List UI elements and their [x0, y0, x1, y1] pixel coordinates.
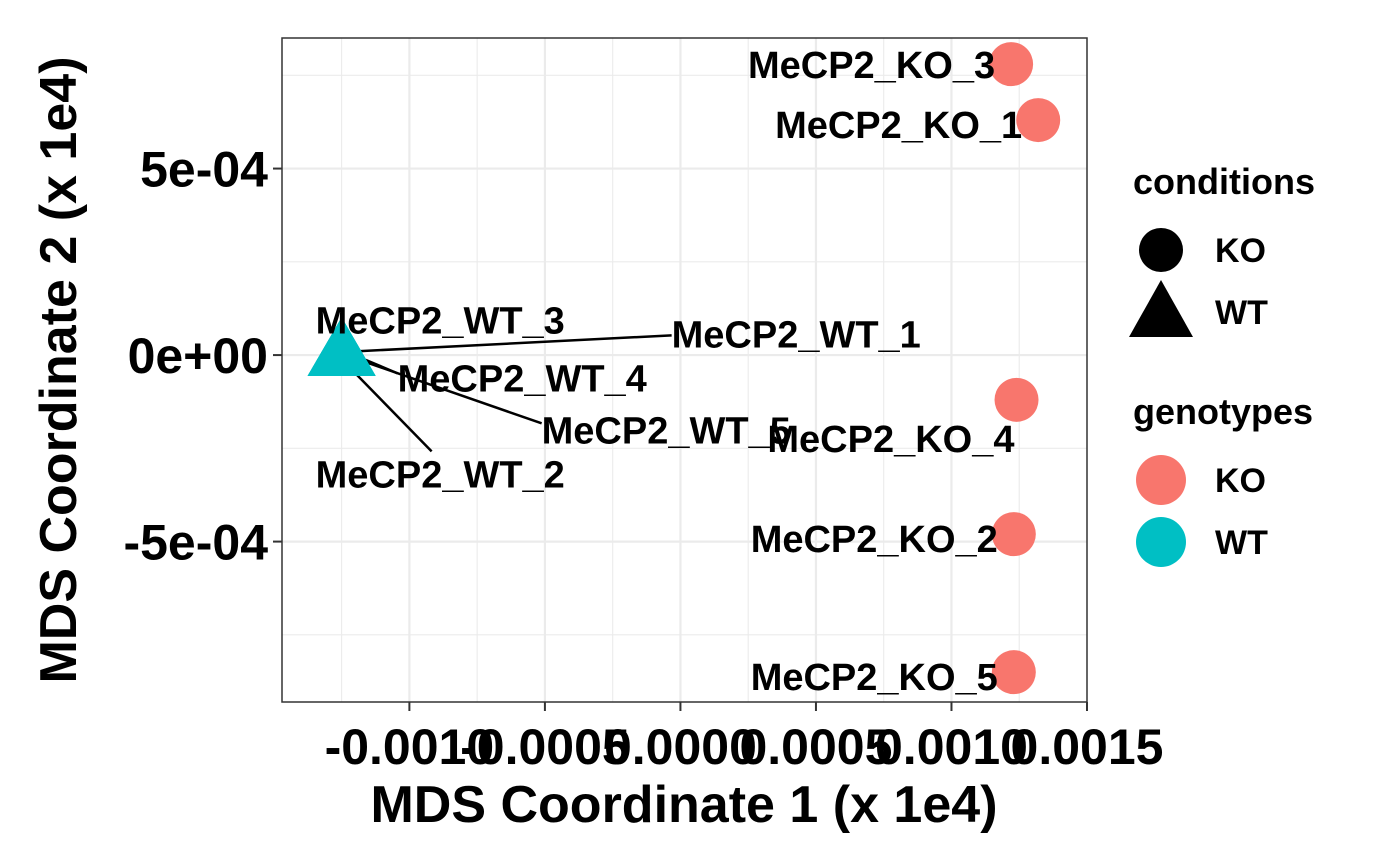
legend-title: genotypes — [1133, 391, 1313, 432]
point-label: MeCP2_WT_1 — [672, 314, 921, 356]
legend-title: conditions — [1133, 161, 1315, 202]
point-label: MeCP2_KO_2 — [751, 519, 998, 561]
legend-key-triangle — [1129, 280, 1193, 337]
data-point-circle — [989, 42, 1034, 87]
legend: conditions KO WT genotypes KO WT — [1129, 161, 1315, 567]
data-point-circle — [991, 512, 1036, 557]
data-points — [307, 42, 1061, 695]
point-label: MeCP2_KO_1 — [775, 105, 1022, 147]
legend-item-label: WT — [1215, 294, 1268, 332]
label-leader-line — [355, 334, 672, 353]
x-tick-label: 0.0010 — [875, 719, 1028, 775]
y-tick-label: -5e-04 — [123, 515, 268, 571]
legend-key-circle — [1139, 228, 1183, 272]
label-leader-line — [357, 358, 543, 425]
data-point-triangle — [307, 317, 376, 376]
data-point-circle — [994, 377, 1039, 422]
y-axis-title: MDS Coordinate 2 (x 1e4) — [30, 56, 88, 683]
x-tick-label: 0.0005 — [739, 719, 892, 775]
y-tick-label: 5e-04 — [140, 142, 268, 198]
point-label: MeCP2_WT_2 — [316, 454, 565, 496]
x-axis-title: MDS Coordinate 1 (x 1e4) — [370, 776, 997, 834]
x-tick-label: -0.0005 — [460, 719, 630, 775]
point-label: MeCP2_KO_4 — [767, 419, 1014, 461]
legend-key-color — [1136, 455, 1186, 505]
label-leader-line — [344, 362, 433, 453]
point-label: MeCP2_WT_5 — [542, 410, 791, 452]
x-tick-label: -0.0010 — [325, 719, 495, 775]
point-labels: MeCP2_KO_3 MeCP2_KO_1 MeCP2_KO_4 MeCP2_KO_2… — [316, 45, 1023, 699]
grid-minor — [282, 38, 1087, 702]
point-label: MeCP2_WT_4 — [398, 358, 647, 400]
x-tick-label: 0.0015 — [1011, 719, 1164, 775]
x-tick-label: 0.0000 — [604, 719, 757, 775]
plot-panel-border — [281, 37, 1088, 703]
point-label: MeCP2_WT_3 — [316, 300, 565, 342]
grid-major — [282, 38, 1087, 702]
data-point-circle — [1016, 98, 1061, 143]
plot-panel-background — [282, 38, 1087, 702]
y-axis-ticks: 5e-04 0e+00 -5e-04 — [123, 142, 282, 571]
legend-item-label: KO — [1215, 232, 1266, 270]
legend-item-label: KO — [1215, 462, 1266, 500]
y-tick-label: 0e+00 — [128, 328, 268, 384]
legend-item-label: WT — [1215, 524, 1268, 562]
legend-key-color — [1136, 517, 1186, 567]
point-label: MeCP2_KO_3 — [748, 45, 995, 87]
data-point-circle — [991, 650, 1036, 695]
point-label: MeCP2_KO_5 — [751, 657, 998, 699]
